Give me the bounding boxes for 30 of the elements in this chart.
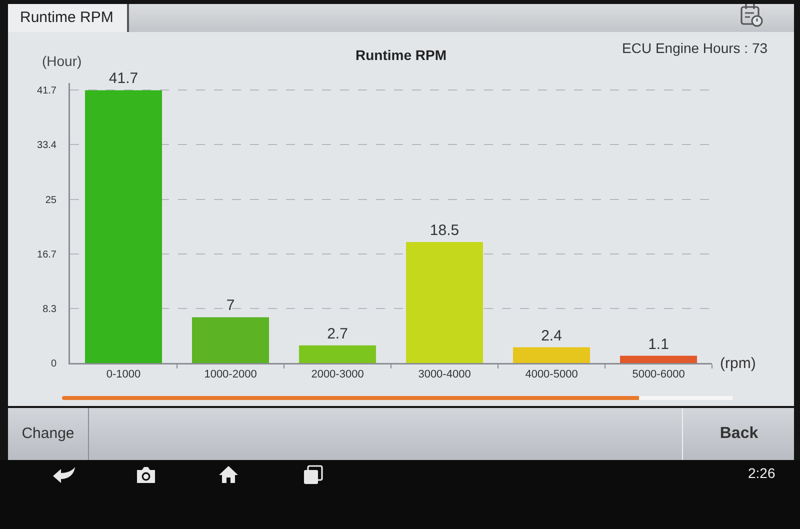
bar	[406, 242, 484, 363]
bar	[298, 345, 376, 363]
x-tick-label: 2000-3000	[311, 368, 364, 381]
text: 2:26	[748, 465, 776, 481]
data-label: 18.5	[430, 222, 460, 239]
text: Runtime RPM	[8, 4, 130, 32]
bar	[84, 90, 162, 363]
x-tick-label: 3000-4000	[418, 368, 471, 381]
bar	[192, 317, 270, 363]
x-tick-label: 5000-6000	[632, 368, 685, 381]
data-label: 7	[226, 297, 235, 314]
y-tick-label: 0	[50, 358, 57, 370]
bar	[620, 356, 698, 363]
data-label: 41.7	[108, 70, 138, 88]
y-tick-label: 16.7	[37, 249, 57, 260]
text: ECU Engine Hours : 73	[622, 40, 768, 56]
y-tick-label: 25	[45, 194, 57, 206]
chart-title: Runtime RPM	[356, 46, 446, 63]
x-tick-label: 4000-5000	[525, 368, 578, 381]
y-tick-label: 8.3	[42, 304, 57, 316]
y-tick-label: 41.7	[37, 86, 57, 97]
data-label: 2.4	[541, 327, 562, 344]
bar	[512, 347, 590, 363]
data-label: 1.1	[648, 336, 669, 353]
x-tick-label: 0-1000	[106, 368, 141, 381]
data-label: 2.7	[327, 325, 348, 342]
x-tick-label: 1000-2000	[204, 368, 257, 381]
y-axis-title: (Hour)	[42, 53, 82, 69]
x-axis-title: (rpm)	[720, 355, 756, 372]
y-tick-label: 33.4	[37, 140, 57, 151]
